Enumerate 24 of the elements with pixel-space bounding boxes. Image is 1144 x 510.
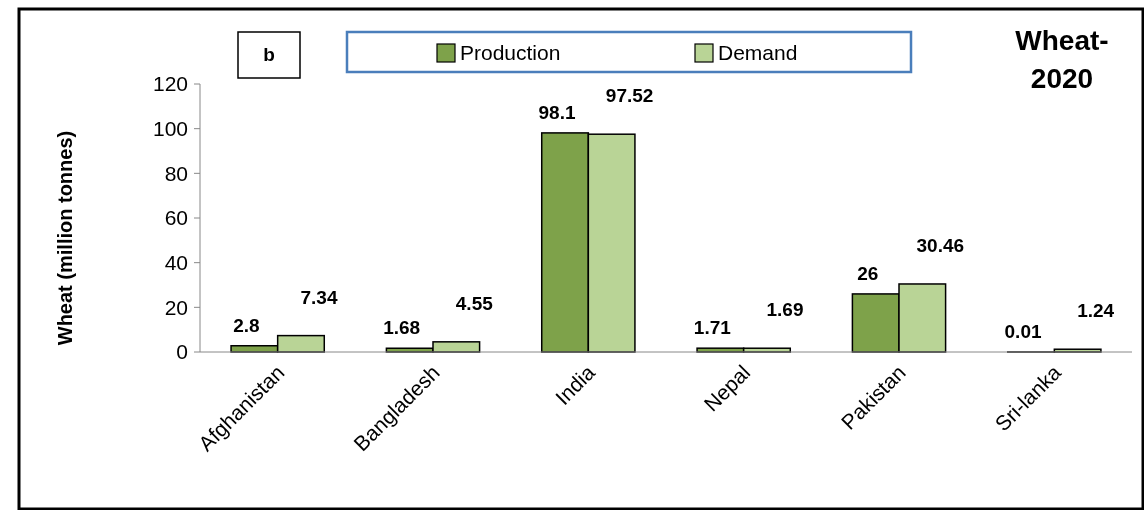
legend-label: Production [460,41,561,64]
data-label: 1.69 [766,299,804,321]
data-label: 7.34 [300,286,338,308]
y-tick-label: 80 [164,161,188,185]
y-tick-label: 60 [164,206,188,230]
y-tick-label: 100 [152,117,188,141]
legend-label: Demand [718,41,798,64]
data-label: 1.71 [693,317,732,339]
y-tick-label: 120 [152,72,188,96]
chart-title: Wheat-2020 [1015,25,1109,94]
y-tick-label: 0 [176,340,188,364]
data-label: 1.24 [1077,300,1115,322]
data-label: 26 [857,262,879,284]
y-axis-title: Wheat (million tonnes) [54,130,76,346]
data-label: 4.55 [455,292,494,314]
y-tick-label: 40 [164,251,188,275]
y-tick-label: 20 [164,295,188,319]
data-label: 0.01 [1004,320,1042,342]
data-label: 30.46 [916,234,965,256]
data-label: 97.52 [605,85,654,107]
data-label: 98.1 [538,101,576,123]
text: b [263,44,275,65]
data-label: 2.8 [233,314,260,336]
data-label: 1.68 [383,317,421,339]
